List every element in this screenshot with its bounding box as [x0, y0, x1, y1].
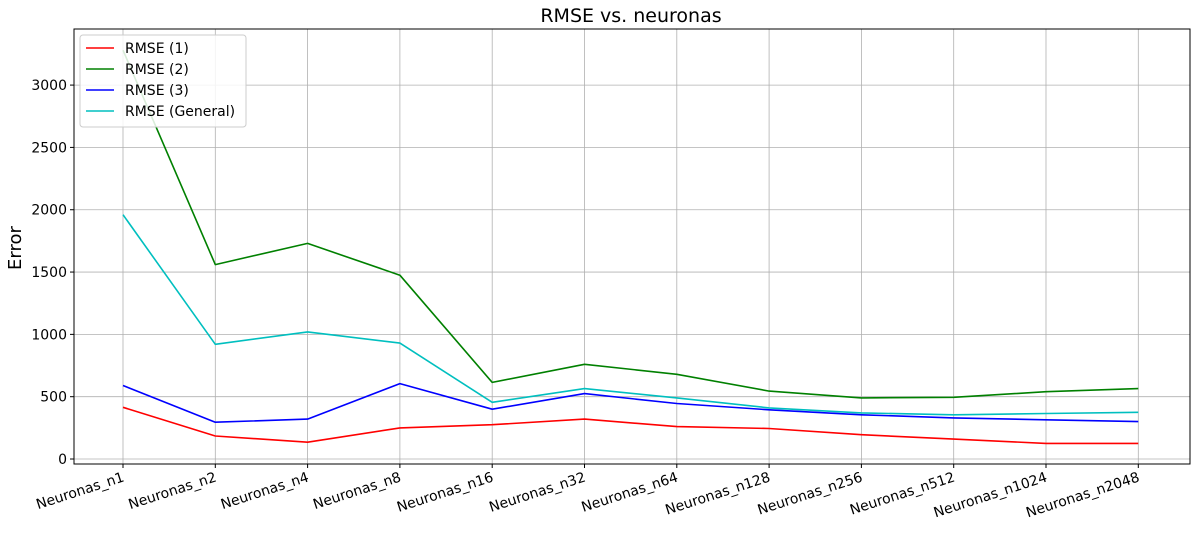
x-tick-label: Neuronas_n2 [127, 470, 219, 513]
legend-label: RMSE (General) [125, 104, 235, 120]
series-line-4 [122, 214, 1139, 416]
series-line-1 [122, 406, 1139, 445]
chart-title: RMSE vs. neuronas [540, 5, 721, 27]
y-tick-label: 3000 [31, 78, 67, 94]
y-tick-label: 2000 [31, 203, 67, 219]
y-tick-labels: 0 500 1000 1500 2000 2500 3000 [31, 78, 74, 468]
legend-label: RMSE (2) [125, 62, 189, 78]
y-tick-label: 1000 [31, 327, 67, 343]
y-tick-label: 2500 [31, 140, 67, 156]
x-tick-label: Neuronas_n32 [487, 470, 587, 516]
x-tick-labels: Neuronas_n1 Neuronas_n2 Neuronas_n4 Neurona… [34, 464, 1142, 521]
x-tick-label: Neuronas_n8 [311, 470, 403, 513]
legend: RMSE (1) RMSE (2) RMSE (3) RMSE (General) [79, 34, 247, 128]
legend-label: RMSE (1) [125, 41, 189, 57]
x-tick-label: Neuronas_n4 [219, 470, 311, 514]
series-lines [122, 49, 1139, 445]
legend-box [79, 34, 247, 128]
x-tick-label: Neuronas_n16 [395, 470, 496, 516]
plot-area-frame [73, 28, 1191, 465]
y-tick-label: 0 [58, 452, 67, 468]
x-tick-label: Neuronas_n1 [34, 470, 126, 513]
series-line-2 [122, 49, 1139, 399]
y-axis-label: Error [5, 225, 26, 269]
grid-lines [74, 29, 1190, 464]
legend-label: RMSE (3) [125, 83, 189, 99]
y-tick-label: 500 [40, 390, 67, 406]
series-line-3 [122, 382, 1139, 424]
x-tick-label: Neuronas_n256 [756, 470, 865, 519]
x-tick-label: Neuronas_n128 [663, 470, 772, 519]
y-tick-label: 1500 [31, 265, 67, 281]
